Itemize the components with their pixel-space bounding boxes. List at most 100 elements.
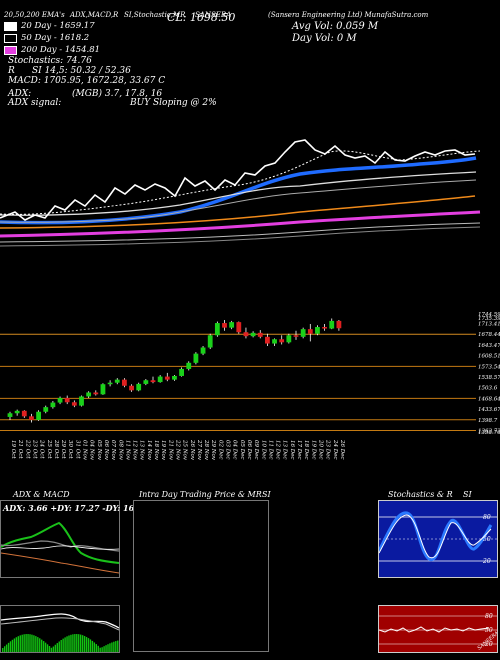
- candle-body: [164, 376, 170, 380]
- date-label: 18 Dec: [303, 440, 309, 460]
- candle-body: [93, 392, 99, 395]
- candle-body: [86, 392, 92, 397]
- macd-bar: [89, 639, 92, 652]
- macd-bar: [25, 634, 27, 652]
- candle-body: [179, 368, 184, 376]
- candle-body: [236, 322, 242, 333]
- candle-body: [193, 353, 199, 363]
- macd-bar: [83, 635, 86, 652]
- date-label: 03 Dec: [225, 440, 231, 460]
- macd-bar: [46, 644, 49, 652]
- date-label: 27 Nov: [196, 439, 202, 461]
- date-label: 28 Oct: [53, 439, 59, 459]
- macd-bar: [91, 640, 94, 652]
- macd-bar: [74, 634, 76, 652]
- date-label: 09 Dec: [253, 440, 259, 460]
- price-label: 1538.57: [478, 375, 500, 381]
- buy-signal: BUY Sloping @ 2%: [130, 98, 217, 108]
- adx-panel: ADX: 3.66 +DY: 17.27 -DY: 16.03: [0, 500, 148, 578]
- macd-bar: [21, 634, 23, 652]
- date-label: 17 Dec: [296, 440, 302, 460]
- macd-bar: [29, 634, 31, 652]
- price-label: 1398.7: [478, 418, 498, 424]
- price-label: 1503.6: [478, 386, 498, 392]
- si-readout: SI 14,5: 50.32 / 52.36: [32, 66, 131, 76]
- macd-bar: [50, 647, 53, 652]
- date-label: 23 Dec: [325, 439, 331, 460]
- candle-body: [21, 410, 27, 417]
- stochastics-chart: 80 50 20: [379, 511, 497, 565]
- price-label: 1643.47: [478, 343, 500, 349]
- adx-panel-lines: [1, 521, 119, 574]
- candle-body: [29, 416, 34, 420]
- date-label: 24 Dec: [332, 439, 338, 460]
- date-label: 14 Nov: [146, 440, 152, 461]
- candle-body: [229, 322, 235, 328]
- candle-body: [214, 323, 220, 336]
- candle-body: [129, 385, 134, 391]
- macd-bar: [11, 639, 14, 652]
- macd-bar: [111, 642, 113, 652]
- candle-body: [64, 397, 70, 403]
- macd-bar: [115, 641, 117, 652]
- macd-bar: [5, 644, 8, 652]
- candle-body: [79, 396, 84, 406]
- candle-body: [122, 379, 127, 386]
- candle-body: [43, 407, 49, 412]
- date-label: 12 Nov: [132, 440, 138, 461]
- date-label: 19 Nov: [160, 440, 166, 461]
- candle-body: [114, 379, 120, 383]
- macd-bar: [44, 642, 47, 652]
- date-label: 16 Dec: [289, 440, 295, 460]
- macd-bar: [81, 635, 84, 652]
- candle-body: [329, 320, 335, 329]
- date-label: 21 Nov: [167, 439, 173, 461]
- macd-bar: [7, 642, 10, 652]
- date-label: 11 Nov: [124, 440, 130, 461]
- macd-panel-chart: [0, 613, 120, 652]
- macd-bar: [52, 646, 55, 652]
- legend-ema50: 50 Day - 1618.2: [4, 33, 89, 43]
- date-label: 19 Dec: [310, 440, 316, 460]
- date-label: 25 Nov: [182, 439, 188, 461]
- macd-panel: [0, 605, 120, 653]
- candle-body: [150, 380, 156, 383]
- ema-gray-line-2: [0, 226, 481, 247]
- date-label: 20 Dec: [317, 439, 323, 460]
- adx-line: [1, 552, 119, 574]
- macd-bar: [105, 645, 107, 652]
- macd-bar: [13, 638, 16, 652]
- macd-bar: [103, 646, 105, 652]
- macd-bar: [85, 636, 88, 652]
- macd-bar: [56, 643, 58, 652]
- r-readout: R: [8, 66, 15, 76]
- ema-gray-line-1: [0, 222, 481, 243]
- stoch-tick-80: 80: [483, 514, 491, 521]
- candle-body: [50, 402, 56, 408]
- price-label: 1468.64: [478, 396, 500, 402]
- avg-volume: Avg Vol: 0.059 M: [292, 21, 379, 32]
- macd-bar: [27, 634, 29, 652]
- candle-body: [136, 383, 142, 391]
- date-label: 22 Oct: [24, 439, 30, 459]
- mr-panel-si: SI: [262, 490, 271, 499]
- candle-body: [71, 402, 77, 406]
- macd-bar: [99, 647, 101, 652]
- macd-bar: [37, 637, 39, 652]
- date-label: 26 Dec: [339, 439, 345, 460]
- date-label: 13 Nov: [139, 440, 145, 461]
- macd-bar: [95, 644, 97, 652]
- macd-bar: [42, 641, 45, 652]
- macd-bar: [72, 634, 74, 652]
- date-label: 28 Nov: [203, 439, 209, 461]
- legend-ema20: 20 Day - 1659.17: [4, 21, 95, 31]
- macd-bar: [23, 634, 25, 652]
- macd-bar: [58, 641, 60, 652]
- candle-body: [243, 332, 249, 337]
- price-label: 1573.54: [478, 364, 500, 370]
- ema20-dotted-line: [0, 150, 481, 215]
- date-label: 26 Nov: [189, 439, 195, 461]
- stoch-tick-50: 50: [483, 536, 491, 543]
- date-label: 19 Oct: [10, 440, 16, 459]
- ema200-line-upper: [0, 210, 481, 238]
